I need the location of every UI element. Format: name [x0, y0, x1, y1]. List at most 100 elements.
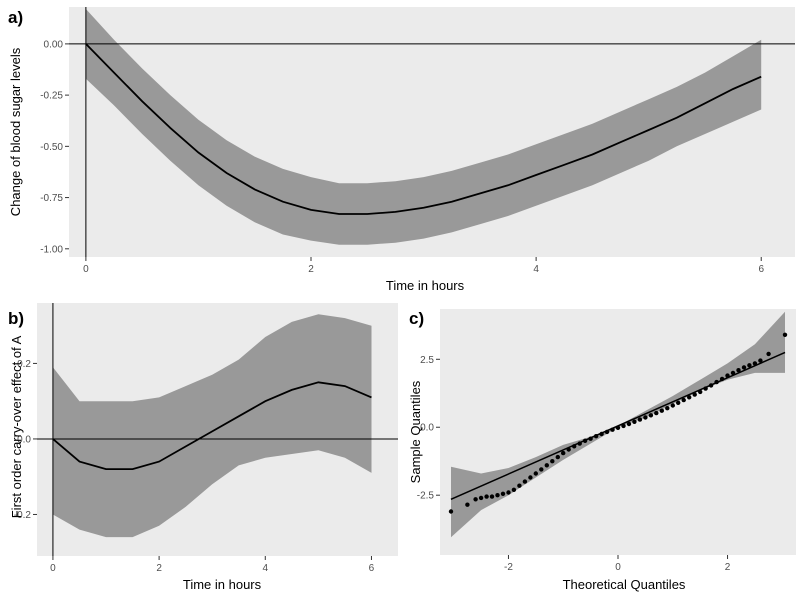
panel-c-points-group: [448, 332, 788, 514]
panel-c-ylabel: Sample Quantiles: [408, 380, 423, 483]
qq-point: [465, 502, 470, 507]
qq-point: [698, 389, 703, 395]
qq-point: [572, 444, 577, 449]
qq-point: [588, 436, 593, 441]
qq-point: [626, 421, 632, 427]
qq-point: [544, 463, 549, 468]
qq-point: [747, 363, 752, 368]
qq-point: [522, 479, 528, 484]
x-tick-label: 6: [758, 264, 764, 275]
y-tick-label: 2.5: [420, 355, 434, 366]
x-tick-label: 0: [615, 562, 621, 573]
panel-c-yticks: 2.5 0.0 -2.5: [417, 355, 440, 502]
confidence-band: [85, 9, 762, 245]
panel-b-tag: b): [8, 309, 24, 328]
qq-point: [533, 471, 538, 476]
qq-point: [577, 441, 582, 446]
y-tick-label: -0.2: [14, 510, 32, 521]
y-tick-label: 0.0: [17, 434, 31, 445]
y-tick-label: -0.75: [40, 193, 63, 204]
y-tick-label: -1.00: [40, 244, 63, 255]
qq-point: [782, 332, 788, 337]
x-tick-label: 2: [308, 264, 314, 275]
y-tick-label: -0.50: [40, 142, 63, 153]
qq-point: [599, 431, 604, 437]
y-tick-label: -0.25: [40, 91, 63, 102]
qq-point: [632, 419, 637, 424]
x-tick-label: 4: [533, 264, 539, 275]
fitted-line: [85, 43, 762, 215]
panel-a-fit-group: [85, 43, 762, 215]
panel-a-tag: a): [8, 8, 23, 27]
qq-point: [511, 487, 517, 492]
y-tick-label: 0.0: [420, 423, 434, 434]
qq-point: [676, 400, 681, 405]
qq-point: [654, 410, 659, 416]
qq-point: [692, 392, 697, 397]
y-tick-label: -2.5: [417, 491, 435, 502]
x-tick-label: 6: [369, 563, 375, 574]
qq-point: [550, 459, 555, 464]
qq-point: [593, 434, 599, 439]
qq-point: [730, 370, 736, 376]
fitted-line: [52, 381, 372, 470]
qq-point: [670, 403, 675, 408]
x-tick-label: 0: [83, 264, 89, 275]
panel-c-xlabel: Theoretical Quantiles: [563, 577, 686, 592]
x-tick-label: 4: [262, 563, 268, 574]
qq-point: [736, 368, 741, 373]
qq-point: [528, 475, 533, 480]
y-tick-label: 0.00: [44, 39, 64, 50]
panel-b-xticks: 0 2 4 6: [50, 556, 375, 574]
qq-point: [643, 415, 648, 420]
qq-point: [615, 425, 621, 430]
qq-point: [566, 447, 571, 452]
qq-point: [741, 365, 747, 370]
panel-b-ylabel: First order carry-over effect of A: [9, 335, 24, 518]
qq-point: [555, 454, 560, 460]
qq-point: [517, 483, 522, 488]
qq-point: [637, 417, 643, 422]
qq-point: [708, 383, 714, 388]
panel-a-reflines: [69, 7, 795, 257]
qq-point: [659, 408, 664, 413]
x-tick-label: -2: [504, 562, 513, 573]
qq-point: [539, 467, 544, 472]
panel-a-yticks: 0.00 -0.25 -0.50 -0.75 -1.00: [40, 39, 69, 255]
qq-point: [758, 358, 763, 363]
qq-point: [681, 397, 686, 403]
qq-point: [506, 490, 511, 495]
panel-b-reflines: [37, 303, 398, 556]
panel-c-tag: c): [409, 309, 424, 328]
qq-point: [561, 450, 566, 456]
y-tick-label: 0.2: [17, 359, 31, 370]
qq-point: [478, 495, 484, 501]
qq-point: [500, 491, 506, 496]
panel-b-fit-group: [52, 381, 372, 470]
panel-b-xlabel: Time in hours: [183, 577, 262, 592]
x-tick-label: 2: [156, 563, 162, 574]
panel-a-band-group: [85, 9, 762, 245]
qq-point: [703, 386, 708, 391]
panel-b: 0 2 4 6 0.2 0.0 -0.2 b) Time in hours First o…: [8, 303, 398, 592]
qq-point: [484, 494, 489, 499]
panel-b-band-group: [52, 314, 372, 538]
confidence-band: [52, 314, 372, 538]
qq-point: [495, 493, 500, 498]
qq-point: [473, 497, 478, 502]
panel-a-ylabel: Change of blood sugar levels: [8, 47, 23, 216]
qq-point: [582, 438, 588, 443]
qq-point: [714, 379, 719, 385]
panel-c-background: [440, 309, 796, 555]
qq-point: [725, 373, 730, 378]
qq-point: [448, 509, 454, 514]
qq-point: [719, 376, 725, 382]
panel-a-xticks: 0 2 4 6: [83, 257, 764, 275]
x-tick-label: 2: [725, 562, 731, 573]
panel-b-yticks: 0.2 0.0 -0.2: [14, 359, 37, 521]
panel-c-xticks: -2 0 2: [504, 555, 731, 573]
qq-point: [610, 427, 615, 432]
qq-point: [665, 406, 670, 411]
panel-a-xlabel: Time in hours: [386, 278, 465, 293]
